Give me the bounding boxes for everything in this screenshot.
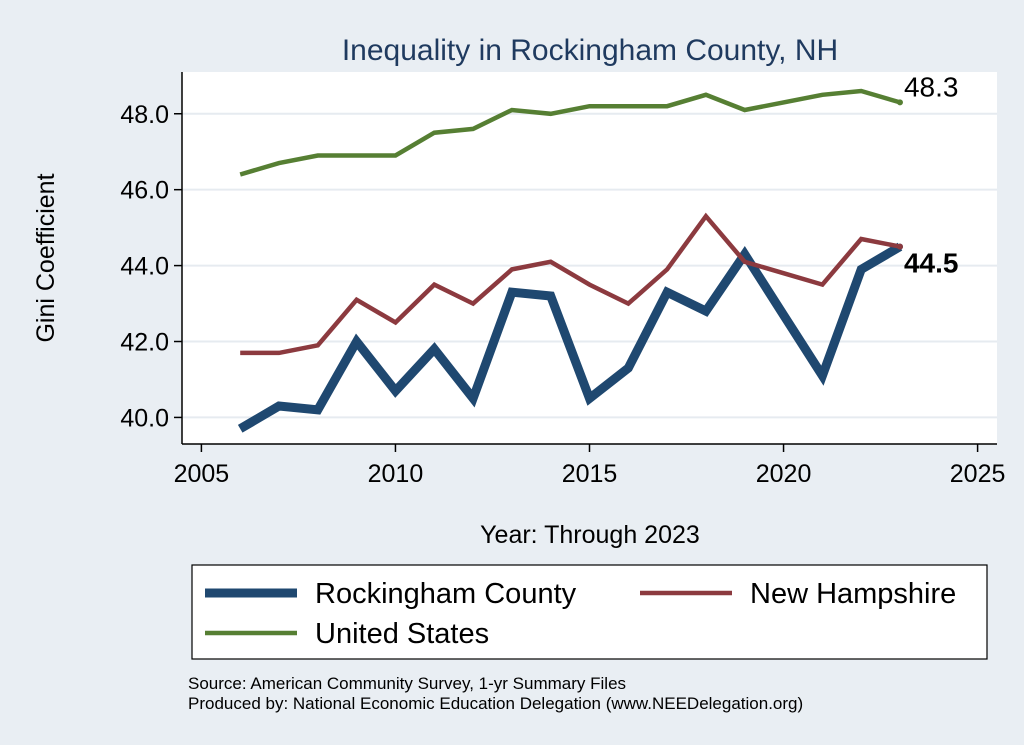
series-line-united-states bbox=[239, 88, 901, 177]
end-point-united-states bbox=[896, 99, 903, 106]
x-tick-label: 2010 bbox=[368, 460, 424, 488]
y-tick-label: 46.0 bbox=[120, 177, 169, 205]
x-tick-label: 2015 bbox=[562, 460, 618, 488]
y-tick-label: 44.0 bbox=[120, 253, 169, 281]
plot-area bbox=[182, 72, 997, 444]
legend-label: Rockingham County bbox=[315, 578, 577, 610]
legend bbox=[191, 564, 988, 660]
end-label: 44.5 bbox=[904, 248, 959, 279]
end-label: 48.3 bbox=[904, 71, 959, 102]
produced-by-note: Produced by: National Economic Education… bbox=[188, 694, 803, 713]
source-note: Source: American Community Survey, 1-yr … bbox=[188, 674, 626, 693]
series-line-new-hampshire bbox=[240, 212, 901, 356]
x-tick-label: 2005 bbox=[174, 460, 230, 488]
legend-label: United States bbox=[315, 618, 489, 650]
y-axis-label: Gini Coefficient bbox=[32, 173, 60, 342]
axis-ticks: 40.0 42.0 44.0 46.0 48.0 2005 2010 2015 2020 2025 bbox=[120, 101, 1005, 488]
x-axis-label: Year: Through 2023 bbox=[480, 521, 700, 549]
y-tick-label: 48.0 bbox=[120, 101, 169, 129]
end-labels: 48.3 44.5 bbox=[904, 71, 959, 278]
series-line-rockingham-county bbox=[237, 242, 903, 433]
x-tick-label: 2025 bbox=[950, 460, 1006, 488]
end-point-new-hampshire bbox=[896, 243, 903, 250]
series-lines bbox=[237, 88, 903, 433]
x-tick-label: 2020 bbox=[756, 460, 812, 488]
legend-label: New Hampshire bbox=[750, 578, 956, 610]
y-tick-label: 42.0 bbox=[120, 329, 169, 357]
y-tick-label: 40.0 bbox=[120, 404, 169, 432]
chart-title: Inequality in Rockingham County, NH bbox=[342, 34, 838, 67]
legend-items: Rockingham County New Hampshire United Sta… bbox=[205, 578, 956, 650]
